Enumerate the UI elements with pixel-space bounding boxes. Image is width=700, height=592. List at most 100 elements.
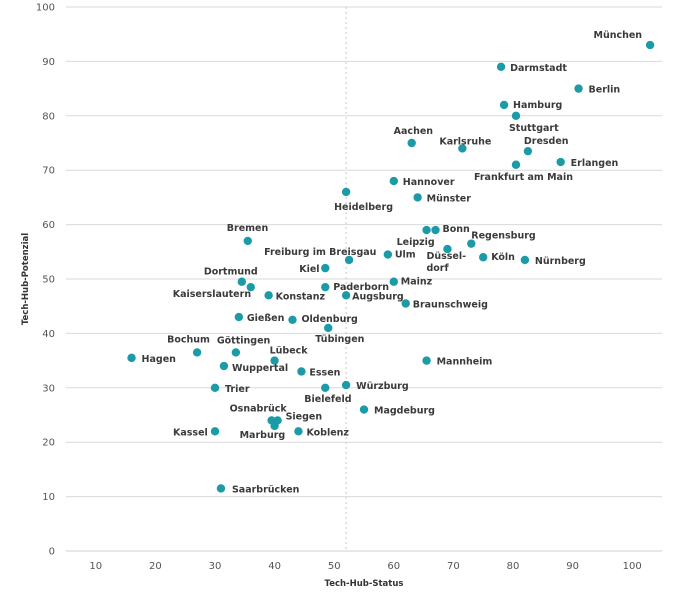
label-dortmund: Dortmund — [204, 267, 258, 278]
label-magdeburg: Magdeburg — [374, 406, 435, 417]
point-gottingen — [231, 348, 241, 357]
point-kaiserslautern — [246, 282, 255, 292]
y-tick-label: 10 — [42, 492, 55, 503]
y-tick-label: 80 — [42, 111, 55, 122]
label-siegen: Siegen — [286, 411, 323, 422]
point-oldenburg — [288, 315, 297, 324]
label-berlin: Berlin — [589, 85, 621, 96]
x-tick-label: 10 — [89, 561, 102, 572]
point-koblenz — [294, 427, 303, 436]
point-freiburg-im-breisgau — [344, 255, 354, 265]
y-axis-title: Tech-Hub-Potenzial — [21, 233, 31, 325]
label-bochum: Bochum — [167, 334, 210, 345]
point-gie-en — [234, 312, 244, 322]
label-regensburg: Regensburg — [471, 231, 535, 242]
label-munchen: München — [593, 30, 642, 41]
point-dortmund — [237, 277, 247, 286]
x-tick-label: 100 — [623, 561, 642, 572]
point-frankfurt-am-main — [511, 160, 521, 169]
label-tubingen: Tübingen — [315, 334, 364, 345]
label-mainz: Mainz — [401, 277, 433, 288]
label-wurzburg: Würzburg — [356, 381, 409, 392]
point-kiel — [321, 263, 330, 273]
label-koblenz: Koblenz — [306, 427, 349, 438]
y-tick-label: 90 — [42, 57, 55, 68]
label-kassel: Kassel — [173, 427, 208, 438]
label-stuttgart: Stuttgart — [509, 123, 559, 134]
label-gottingen: Göttingen — [217, 335, 271, 346]
label-konstanz: Konstanz — [276, 291, 326, 302]
y-tick-label: 40 — [42, 329, 55, 340]
label-nurnberg: Nürnberg — [535, 256, 586, 267]
x-tick-label: 50 — [328, 561, 341, 572]
label-darmstadt: Darmstadt — [510, 63, 567, 74]
label-freiburg-im-breisgau: Freiburg im Breisgau — [264, 247, 376, 258]
y-tick-label: 20 — [42, 438, 55, 449]
label-gie-en: Gießen — [247, 313, 285, 324]
label-dresden: Dresden — [524, 136, 569, 147]
label-hannover: Hannover — [403, 177, 455, 188]
point-hagen — [127, 353, 136, 363]
label-dusseldorf: Düssel-dorf — [426, 251, 466, 274]
y-tick-label: 50 — [42, 275, 55, 286]
x-axis-title: Tech-Hub-Status — [325, 579, 404, 589]
point-lubeck — [270, 356, 279, 365]
point-mannheim — [422, 356, 431, 365]
point-saarbrucken — [216, 484, 226, 493]
y-tick-label: 70 — [42, 166, 55, 177]
point-augsburg — [341, 291, 351, 300]
point-bonn — [431, 225, 440, 235]
y-tick-label: 0 — [49, 547, 55, 558]
label-oldenburg: Oldenburg — [301, 314, 357, 325]
point-konstanz — [264, 291, 273, 300]
label-lubeck: Lübeck — [270, 346, 309, 357]
label-osnabruck: Osnabrück — [230, 403, 288, 414]
label-ulm: Ulm — [395, 250, 416, 261]
x-tick-label: 30 — [209, 561, 222, 572]
point-bochum — [192, 348, 202, 357]
point-leipzig — [422, 225, 431, 235]
label-erlangen: Erlangen — [571, 158, 619, 169]
y-tick-label: 60 — [42, 220, 55, 231]
point-wuppertal — [219, 361, 229, 371]
point-stuttgart — [511, 111, 521, 121]
point-heidelberg — [341, 187, 351, 197]
label-aachen: Aachen — [394, 126, 434, 137]
point-berlin — [574, 84, 583, 93]
point-bielefeld — [321, 383, 330, 392]
y-tick-labels: 0 10 20 30 40 50 60 70 80 90 100 — [36, 3, 55, 558]
x-tick-label: 90 — [566, 561, 579, 572]
point-labels: München Darmstadt Berlin Hamburg Stuttgart Aa… — [142, 30, 643, 495]
point-aachen — [407, 138, 416, 148]
label-mannheim: Mannheim — [437, 357, 493, 368]
point-munster — [413, 193, 422, 202]
point-karlsruhe — [458, 144, 467, 153]
x-tick-label: 60 — [387, 561, 400, 572]
label-leipzig: Leipzig — [397, 237, 435, 248]
x-tick-label: 20 — [149, 561, 162, 572]
label-essen: Essen — [309, 367, 340, 378]
point-braunschweig — [401, 299, 410, 308]
label-augsburg: Augsburg — [352, 291, 404, 302]
point-darmstadt — [496, 62, 506, 72]
point-hannover — [389, 176, 398, 186]
point-dresden — [523, 146, 533, 156]
point-trier — [210, 383, 220, 392]
point-hamburg — [499, 100, 509, 110]
label-saarbrucken: Saarbrücken — [232, 484, 300, 495]
label-bremen: Bremen — [227, 223, 269, 234]
point-regensburg — [467, 239, 476, 248]
label-hagen: Hagen — [142, 354, 177, 365]
point-bremen — [243, 236, 252, 246]
point-marburg — [270, 421, 279, 431]
label-bielefeld: Bielefeld — [304, 394, 351, 405]
point-paderborn — [321, 282, 330, 292]
point-dusseldorf — [443, 244, 452, 254]
label-koln: Köln — [491, 252, 515, 263]
point-mainz — [389, 277, 398, 286]
x-tick-label: 80 — [507, 561, 520, 572]
label-trier: Trier — [225, 384, 250, 395]
y-tick-label: 100 — [36, 3, 55, 14]
label-bonn: Bonn — [443, 224, 471, 235]
point-kassel — [210, 427, 220, 436]
